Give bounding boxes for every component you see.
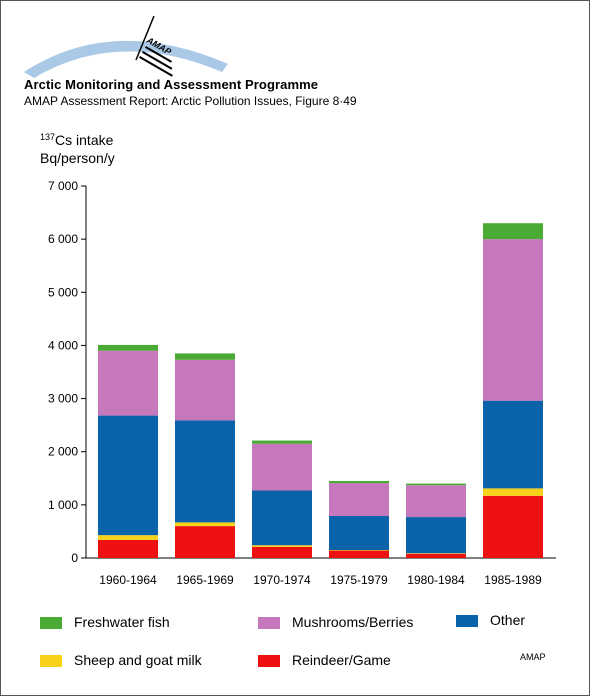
bar-segment-other <box>406 517 466 554</box>
y-axis-label-superscript: 137 <box>40 132 56 142</box>
legend-swatch <box>258 655 280 667</box>
y-tick-label: 2 000 <box>48 445 78 459</box>
legend-label: Mushrooms/Berries <box>292 614 414 630</box>
y-axis-label: 137Cs intake <box>40 132 113 148</box>
y-tick-label: 6 000 <box>48 232 78 246</box>
bar-segment-mushrooms-berries <box>483 239 543 401</box>
bar-segment-freshwater-fish <box>252 440 312 444</box>
amap-logo: AMAP <box>24 15 228 78</box>
bar-segment-reindeer-game <box>98 539 158 558</box>
y-tick-label: 7 000 <box>48 179 78 193</box>
logo-arc <box>24 40 228 78</box>
legend-label: Sheep and goat milk <box>74 652 202 668</box>
bar-segment-mushrooms-berries <box>406 485 466 518</box>
bar-segment-other <box>329 516 389 551</box>
bar-segment-sheep-goat-milk <box>98 535 158 540</box>
bar-segment-mushrooms-berries <box>252 443 312 491</box>
bar-segment-sheep-goat-milk <box>329 550 389 551</box>
bar-segment-reindeer-game <box>406 553 466 558</box>
bar-segment-sheep-goat-milk <box>175 522 235 527</box>
bar-segment-other <box>252 490 312 546</box>
logo-slash <box>135 15 155 61</box>
bar-segment-freshwater-fish <box>98 344 158 351</box>
legend-swatch <box>456 615 478 627</box>
bar-segment-mushrooms-berries <box>98 350 158 416</box>
y-tick-label: 1 000 <box>48 498 78 512</box>
y-tick-label: 4 000 <box>48 338 78 352</box>
bar-segment-reindeer-game <box>252 546 312 558</box>
bar-segment-freshwater-fish <box>483 223 543 240</box>
bar-segment-sheep-goat-milk <box>252 545 312 547</box>
bar-segment-other <box>175 420 235 523</box>
y-axis-unit: Bq/person/y <box>40 150 115 166</box>
y-tick-label: 5 000 <box>48 285 78 299</box>
legend-label: Reindeer/Game <box>292 652 391 668</box>
bar-segment-mushrooms-berries <box>329 483 389 517</box>
y-tick-label: 3 000 <box>48 392 78 406</box>
bar-segment-sheep-goat-milk <box>483 488 543 496</box>
bar-segment-freshwater-fish <box>329 480 389 484</box>
bar-segment-mushrooms-berries <box>175 359 235 421</box>
x-tick-label: 1985-1989 <box>484 573 542 587</box>
legend-swatch <box>258 617 280 629</box>
credit-text: AMAP <box>520 652 546 662</box>
legend-label: Other <box>490 612 526 628</box>
legend-swatch <box>40 655 62 667</box>
bar-segment-sheep-goat-milk <box>406 553 466 554</box>
legend-swatch <box>40 617 62 629</box>
x-tick-label: 1975-1979 <box>330 573 388 587</box>
y-tick-label: 0 <box>71 551 78 565</box>
x-tick-label: 1980-1984 <box>407 573 465 587</box>
bar-segment-other <box>98 415 158 536</box>
logo-small-text-lines <box>138 46 173 77</box>
org-subtitle: AMAP Assessment Report: Arctic Pollution… <box>24 94 357 108</box>
bar-segment-reindeer-game <box>175 526 235 558</box>
bar-segment-freshwater-fish <box>406 483 466 486</box>
y-axis-label-line1: Cs intake <box>55 132 114 148</box>
bar-segment-reindeer-game <box>483 495 543 558</box>
bar-segment-other <box>483 400 543 489</box>
bar-segment-reindeer-game <box>329 550 389 558</box>
legend-label: Freshwater fish <box>74 614 170 630</box>
org-title: Arctic Monitoring and Assessment Program… <box>24 77 319 92</box>
bar-segment-freshwater-fish <box>175 353 235 360</box>
x-tick-label: 1960-1964 <box>99 573 157 587</box>
x-tick-label: 1965-1969 <box>176 573 234 587</box>
x-tick-label: 1970-1974 <box>253 573 311 587</box>
